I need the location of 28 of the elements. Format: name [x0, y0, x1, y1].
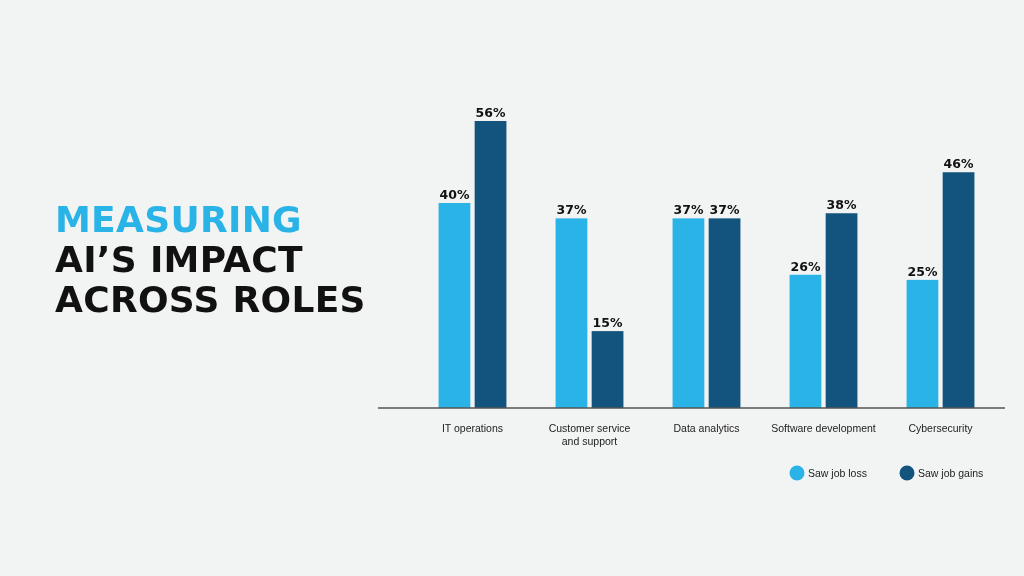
legend-label: Saw job loss	[808, 467, 867, 479]
bar	[708, 218, 741, 408]
bar	[438, 203, 471, 408]
data-label: 56%	[475, 105, 506, 120]
data-label: 25%	[907, 263, 938, 279]
x-tick-label: Data analytics	[673, 422, 740, 434]
bar	[672, 218, 705, 408]
x-tick-label: Software development	[771, 422, 876, 434]
x-tick-label: Cybersecurity	[908, 422, 974, 434]
x-tick-label: IT operations	[441, 422, 504, 434]
data-label: 37%	[709, 202, 740, 218]
data-label: 38%	[826, 197, 857, 213]
bar	[555, 218, 588, 408]
bar	[942, 172, 975, 408]
data-label: 40%	[439, 187, 470, 202]
bar	[591, 331, 624, 408]
data-label: 26%	[790, 258, 821, 274]
bar	[474, 121, 507, 408]
data-label: 37%	[556, 202, 587, 218]
data-label: 37%	[673, 202, 704, 218]
bar	[825, 213, 858, 408]
data-label: 15%	[592, 315, 623, 331]
legend-label: Saw job gains	[918, 467, 984, 479]
data-label: 46%	[943, 156, 974, 172]
text: MEASURING AI’S IMPACT ACROSS ROLES	[55, 199, 366, 320]
bar	[789, 274, 822, 408]
x-tick-label: Customer service and support	[548, 422, 631, 447]
bar	[906, 279, 939, 408]
